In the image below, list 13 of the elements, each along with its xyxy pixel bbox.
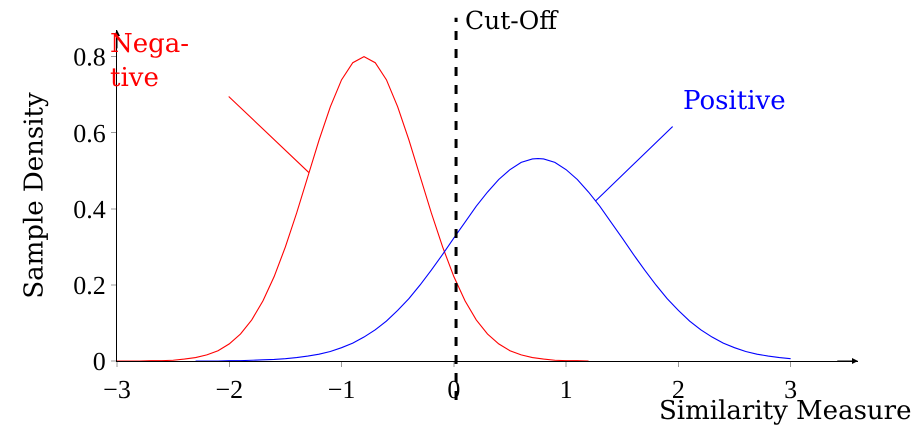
x-tick-label: −1 — [328, 375, 356, 404]
y-tick-label: 0.4 — [73, 194, 106, 224]
y-axis-title: Sample Density — [20, 92, 50, 299]
x-tick-label: 3 — [784, 375, 798, 404]
y-tick-label: 0.8 — [73, 42, 106, 72]
y-tick-label: 0.6 — [73, 118, 106, 148]
annotation: Positive — [683, 86, 786, 116]
x-tick-label: −2 — [215, 375, 244, 404]
x-tick-label: −3 — [103, 375, 131, 404]
y-tick-label: 0.2 — [73, 271, 106, 300]
ref-line-label: Cut-Off — [465, 6, 560, 35]
y-tick-label: 0 — [92, 347, 106, 376]
x-tick-label: 1 — [560, 375, 573, 404]
